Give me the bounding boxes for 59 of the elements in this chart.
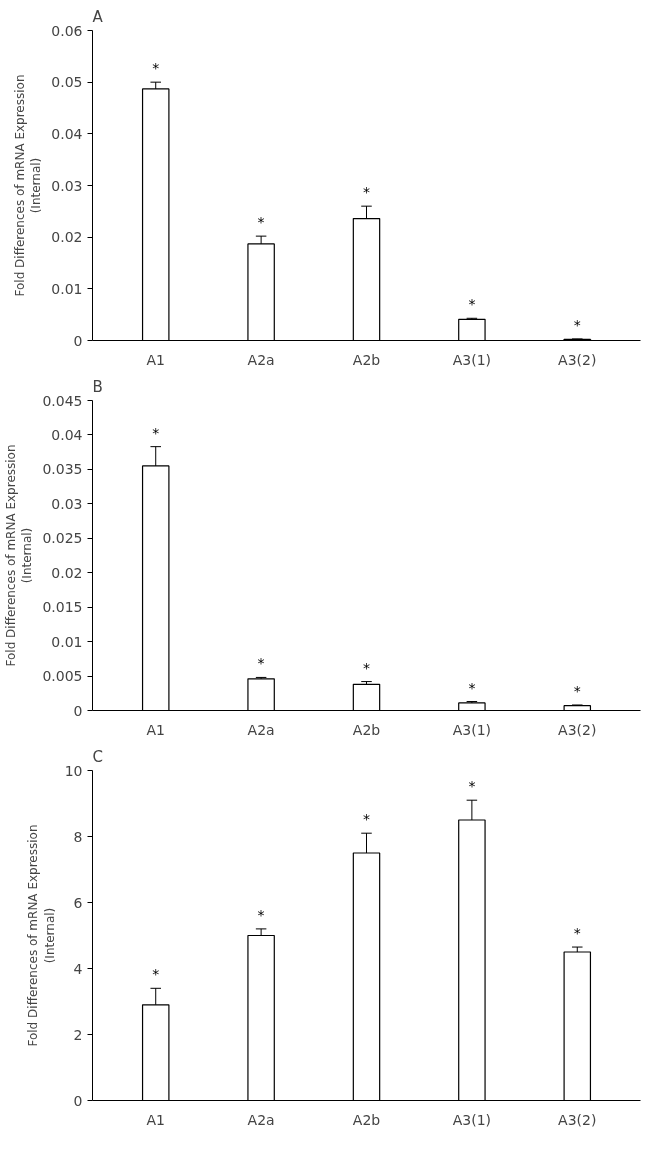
y-tick-label: 0.015	[42, 599, 83, 616]
y-tick-label: 0.025	[42, 530, 83, 547]
y-tick-label: 2	[73, 1026, 83, 1043]
annotation: *	[363, 811, 370, 828]
y-tick-label: 0.06	[51, 22, 83, 39]
annotation: *	[573, 925, 581, 942]
y-tick-label: 0.01	[51, 633, 83, 650]
y-tick-label: 0	[73, 1092, 83, 1109]
y-tick-label: 0.045	[42, 392, 83, 409]
x-tick-label: A2a	[247, 1111, 275, 1128]
y-tick-label: 0.04	[51, 125, 83, 142]
annotation: *	[468, 679, 476, 696]
y-tick-label: 0.035	[42, 461, 83, 478]
annotation: *	[573, 316, 581, 333]
y-tick-label: 0.03	[51, 177, 83, 194]
x-tick-label: A1	[146, 351, 165, 368]
y-tick-label: 0.02	[51, 564, 83, 581]
y-tick-label: 4	[73, 960, 83, 977]
chart-title: A	[92, 7, 104, 26]
annotation: *	[573, 682, 581, 699]
y-tick-label: 10	[64, 762, 83, 779]
x-tick-label: A2a	[247, 351, 275, 368]
annotation: *	[363, 659, 370, 676]
x-tick-label: A1	[146, 721, 165, 738]
y-tick-label: 0.02	[51, 229, 83, 246]
x-tick-label: A1	[146, 1111, 165, 1128]
annotation: *	[152, 966, 160, 983]
y-tick-label: 0.03	[51, 495, 83, 512]
x-tick-label: A3(1)	[452, 1111, 492, 1128]
y-axis-title: Fold Differences of mRNA Expression (Internal)	[12, 74, 44, 297]
y-tick-label: 0.04	[51, 426, 83, 443]
y-tick-label: 6	[73, 894, 83, 911]
annotation: *	[152, 60, 160, 77]
x-tick-label: A3(1)	[452, 721, 492, 738]
y-axis-title: Fold Differences of mRNA Expression (Internal)	[3, 444, 35, 667]
x-tick-label: A2b	[352, 351, 381, 368]
annotation: *	[468, 296, 476, 313]
annotation: *	[363, 184, 370, 201]
y-tick-label: 0	[73, 702, 83, 719]
x-tick-label: A3(2)	[558, 351, 597, 368]
x-tick-label: A2b	[352, 721, 381, 738]
chart-title: C	[92, 747, 103, 766]
annotation: *	[257, 906, 265, 923]
annotation: *	[152, 424, 160, 441]
y-tick-label: 8	[73, 828, 83, 845]
x-tick-label: A3(2)	[558, 721, 597, 738]
x-tick-label: A2a	[247, 721, 275, 738]
annotation: *	[257, 214, 265, 231]
x-tick-label: A3(2)	[558, 1111, 597, 1128]
annotation: *	[468, 778, 476, 795]
annotation: *	[257, 655, 265, 672]
x-tick-label: A2b	[352, 1111, 381, 1128]
y-tick-label: 0	[73, 332, 83, 349]
y-axis-title: Fold Differences of mRNA Expression (Internal)	[25, 824, 57, 1047]
chart-title: B	[92, 377, 103, 396]
y-tick-label: 0.005	[42, 668, 83, 685]
y-tick-label: 0.05	[51, 74, 83, 91]
y-tick-label: 0.01	[51, 280, 83, 297]
x-tick-label: A3(1)	[452, 351, 492, 368]
